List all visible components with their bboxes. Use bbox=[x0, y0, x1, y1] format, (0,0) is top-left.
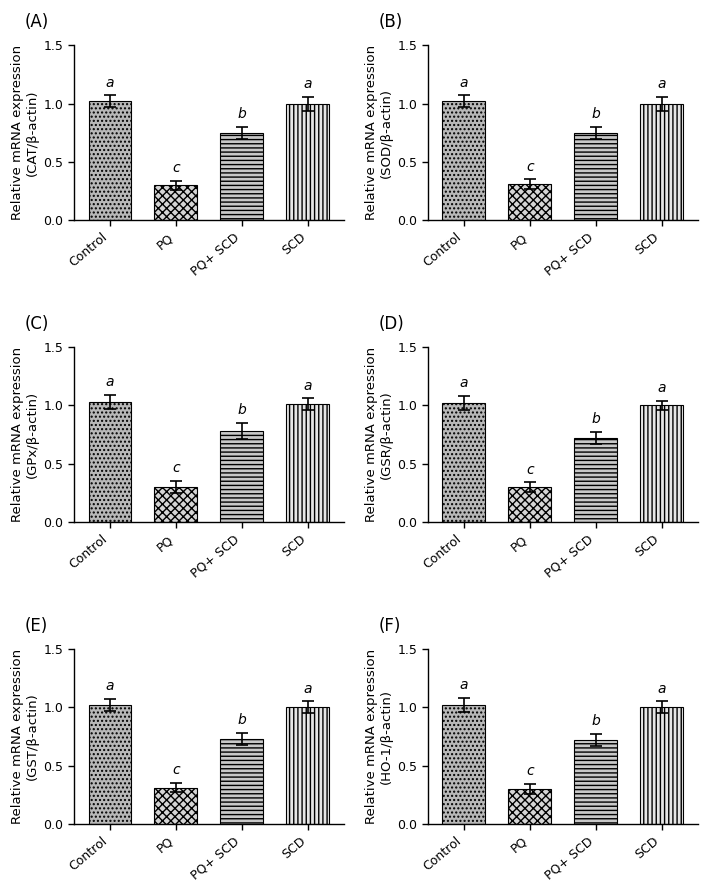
Text: b: b bbox=[591, 413, 600, 427]
Bar bbox=[155, 788, 197, 824]
Bar bbox=[442, 403, 485, 522]
Bar bbox=[286, 405, 329, 522]
Bar bbox=[89, 101, 131, 221]
Text: a: a bbox=[106, 76, 114, 89]
Bar bbox=[155, 186, 197, 221]
Bar bbox=[640, 707, 683, 824]
Text: (B): (B) bbox=[379, 13, 403, 31]
Y-axis label: Relative mRNA expression
(SOD/β-actin): Relative mRNA expression (SOD/β-actin) bbox=[365, 46, 393, 221]
Bar bbox=[155, 488, 197, 522]
Text: a: a bbox=[303, 379, 312, 393]
Text: a: a bbox=[459, 678, 468, 692]
Text: a: a bbox=[657, 681, 666, 696]
Y-axis label: Relative mRNA expression
(HO-1/β-actin): Relative mRNA expression (HO-1/β-actin) bbox=[365, 649, 393, 824]
Text: a: a bbox=[459, 376, 468, 390]
Text: (D): (D) bbox=[379, 315, 405, 333]
Bar bbox=[574, 133, 617, 221]
Y-axis label: Relative mRNA expression
(GST/β-actin): Relative mRNA expression (GST/β-actin) bbox=[11, 649, 39, 824]
Text: b: b bbox=[591, 107, 600, 121]
Text: a: a bbox=[303, 681, 312, 696]
Text: b: b bbox=[238, 107, 246, 121]
Bar bbox=[508, 488, 551, 522]
Bar bbox=[286, 707, 329, 824]
Bar bbox=[220, 431, 263, 522]
Bar bbox=[574, 740, 617, 824]
Bar bbox=[286, 104, 329, 221]
Text: c: c bbox=[526, 764, 534, 779]
Text: c: c bbox=[526, 160, 534, 173]
Bar bbox=[442, 705, 485, 824]
Text: c: c bbox=[172, 161, 179, 175]
Text: (A): (A) bbox=[25, 13, 49, 31]
Text: (F): (F) bbox=[379, 617, 401, 635]
Text: b: b bbox=[238, 714, 246, 727]
Bar bbox=[220, 133, 263, 221]
Text: a: a bbox=[459, 76, 468, 89]
Y-axis label: Relative mRNA expression
(GSR/β-actin): Relative mRNA expression (GSR/β-actin) bbox=[365, 347, 393, 522]
Bar bbox=[640, 405, 683, 522]
Text: a: a bbox=[106, 375, 114, 389]
Text: a: a bbox=[657, 381, 666, 395]
Bar bbox=[89, 705, 131, 824]
Bar bbox=[574, 438, 617, 522]
Text: c: c bbox=[172, 764, 179, 777]
Y-axis label: Relative mRNA expression
(CAT/β-actin): Relative mRNA expression (CAT/β-actin) bbox=[11, 46, 39, 221]
Bar bbox=[89, 402, 131, 522]
Bar bbox=[508, 184, 551, 221]
Text: (C): (C) bbox=[25, 315, 50, 333]
Text: c: c bbox=[172, 462, 179, 475]
Bar bbox=[220, 739, 263, 824]
Text: b: b bbox=[238, 403, 246, 417]
Text: a: a bbox=[657, 77, 666, 91]
Text: c: c bbox=[526, 463, 534, 477]
Text: a: a bbox=[106, 680, 114, 693]
Text: a: a bbox=[303, 77, 312, 91]
Text: b: b bbox=[591, 714, 600, 729]
Bar bbox=[508, 789, 551, 824]
Bar bbox=[442, 101, 485, 221]
Y-axis label: Relative mRNA expression
(GPx/β-actin): Relative mRNA expression (GPx/β-actin) bbox=[11, 347, 39, 522]
Bar bbox=[640, 104, 683, 221]
Text: (E): (E) bbox=[25, 617, 48, 635]
